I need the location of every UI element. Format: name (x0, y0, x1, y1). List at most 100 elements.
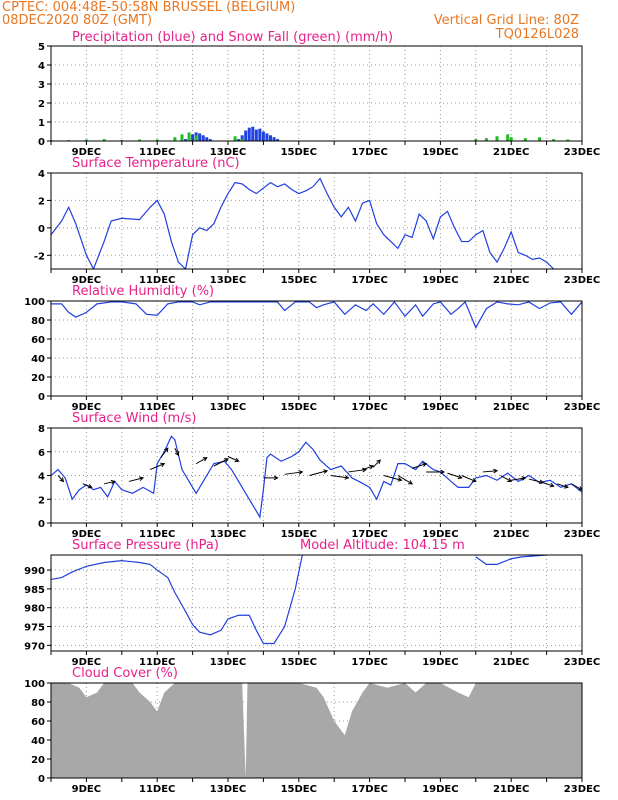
wind-arrow-head (234, 457, 240, 463)
precipitation-panel: 0 1 2 3 4 5 9DEC 11DEC 13DEC 15DEC 17DEC 19DEC 21DEC… (38, 30, 600, 158)
precipitation-bar (523, 138, 527, 141)
wind-arrow-head (376, 459, 381, 465)
precipitation-title: Precipitation (blue) and Snow Fall (gree… (72, 30, 393, 45)
pressure-xtick-label: 13DEC (210, 657, 246, 668)
wind-line-0 (51, 435, 582, 519)
wind-ytick-label: 0 (38, 519, 45, 530)
wind-arrow (397, 475, 413, 485)
wind-arrow (482, 468, 499, 474)
wind-arrow-shaft (500, 475, 512, 482)
wind-arrow-shaft (461, 475, 476, 482)
station-header: CPTEC: 004:48E-50:58N BRUSSEL (BELGIUM) (2, 0, 295, 15)
pressure-xtick-label: 11DEC (139, 657, 175, 668)
precipitation-bar (254, 129, 258, 141)
pressure-ytick-label: 975 (24, 623, 45, 634)
precipitation-xtick-label: 17DEC (351, 147, 387, 158)
cloud-cover-ytick-label: 80 (31, 698, 45, 709)
humidity-ytick-label: 60 (31, 335, 45, 346)
wind-arrow-shaft (482, 470, 498, 473)
precipitation-ytick-label: 2 (38, 99, 45, 110)
wind-arrow (128, 476, 145, 482)
precipitation-bar (194, 135, 198, 141)
temperature-ytick-label: 4 (38, 169, 45, 180)
wind-arrow (571, 483, 583, 491)
wind-arrow-head (163, 447, 169, 453)
wind-xtick-label: 13DEC (210, 529, 246, 540)
precipitation-bar (566, 139, 570, 141)
wind-panel: 0 2 4 6 8 9DEC 11DEC 13DEC 15DEC 17DEC 19DEC 21DEC 2… (38, 411, 600, 540)
pressure-xtick-label: 9DEC (72, 657, 101, 668)
wind-arrow-shaft (284, 471, 303, 475)
wind-arrow-head (223, 458, 229, 463)
pressure-xtick-label: 19DEC (422, 657, 458, 668)
wind-title: Surface Wind (m/s) (72, 411, 196, 426)
run-date: 08DEC2020 80Z (GMT) (2, 13, 152, 28)
pressure-line-0 (51, 555, 303, 645)
precipitation-bar (173, 137, 177, 141)
wind-arrow (263, 475, 279, 481)
wind-xtick-label: 21DEC (493, 529, 529, 540)
temperature-xtick-label: 17DEC (351, 275, 387, 286)
wind-arrow-head (202, 457, 208, 462)
cloud-cover-xtick-label: 15DEC (281, 784, 317, 795)
precipitation-bar (180, 134, 184, 141)
precipitation-ytick-label: 0 (38, 137, 45, 148)
wind-arrow (426, 469, 445, 475)
wind-xtick-label: 17DEC (351, 529, 387, 540)
wind-arrow (557, 483, 569, 489)
cloud-cover-area (51, 683, 582, 778)
cloud-cover-xtick-label: 21DEC (493, 784, 529, 795)
precipitation-bar (474, 139, 478, 141)
wind-arrow-head (87, 483, 93, 489)
pressure-ytick-label: 980 (24, 604, 45, 615)
wind-arrow-shaft (447, 472, 462, 479)
precipitation-ytick-label: 4 (38, 61, 45, 72)
humidity-ytick-label: 80 (31, 316, 45, 327)
precipitation-xtick-label: 23DEC (564, 147, 600, 158)
wind-arrow (372, 459, 381, 468)
wind-ytick-label: 4 (38, 472, 45, 483)
wind-arrow-head (471, 477, 477, 483)
pressure-annotation: Model Altitude: 104.15 m (300, 538, 465, 553)
wind-arrow-shaft (362, 465, 374, 471)
precipitation-bar (261, 131, 265, 141)
wind-arrow-head (273, 475, 279, 481)
wind-arrow-head (139, 476, 145, 481)
cloud-cover-ytick-label: 40 (31, 736, 45, 747)
wind-arrow (447, 472, 463, 480)
precipitation-bar (265, 133, 269, 141)
humidity-line-0 (51, 301, 582, 329)
cloud-cover-xtick-label: 13DEC (210, 784, 246, 795)
model-code: TQ0126L028 (495, 27, 579, 42)
precipitation-xtick-label: 21DEC (493, 147, 529, 158)
wind-arrow-head (457, 474, 463, 480)
wind-arrow-head (440, 469, 445, 475)
wind-arrow (511, 476, 527, 481)
precipitation-xtick-label: 13DEC (210, 147, 246, 158)
wind-arrow (542, 482, 555, 488)
wind-arrow (348, 467, 368, 473)
humidity-title: Relative Humidity (%) (72, 284, 214, 299)
precipitation-xtick-label: 11DEC (139, 147, 175, 158)
wind-arrow-shaft (57, 475, 64, 482)
wind-arrow-head (110, 479, 116, 485)
wind-arrow-shaft (128, 477, 144, 482)
temperature-ytick-label: -2 (34, 251, 45, 262)
wind-arrow-head (369, 464, 375, 470)
humidity-panel: 0 20 40 60 80 100 9DEC 11DEC 13DEC 15DEC 17DEC 19DE… (24, 284, 600, 413)
temperature-panel: -2 0 2 4 9DEC 11DEC 13DEC 15DEC 17DEC 19DEC 21DEC 2… (34, 156, 600, 286)
humidity-xtick-label: 11DEC (139, 402, 175, 413)
wind-arrow-shaft (511, 477, 526, 481)
precipitation-bar (244, 130, 248, 141)
precipitation-bar (258, 128, 262, 141)
precipitation-ytick-label: 5 (38, 42, 45, 53)
cloud-cover-xtick-label: 17DEC (351, 784, 387, 795)
wind-xtick-label: 19DEC (422, 529, 458, 540)
temperature-xtick-label: 9DEC (72, 275, 101, 286)
precipitation-bar (208, 139, 212, 141)
temperature-ytick-label: 0 (38, 224, 45, 235)
wind-xtick-label: 9DEC (72, 529, 101, 540)
cloud-cover-frame (50, 682, 583, 779)
wind-arrow-head (493, 468, 499, 474)
wind-frame (50, 427, 583, 524)
